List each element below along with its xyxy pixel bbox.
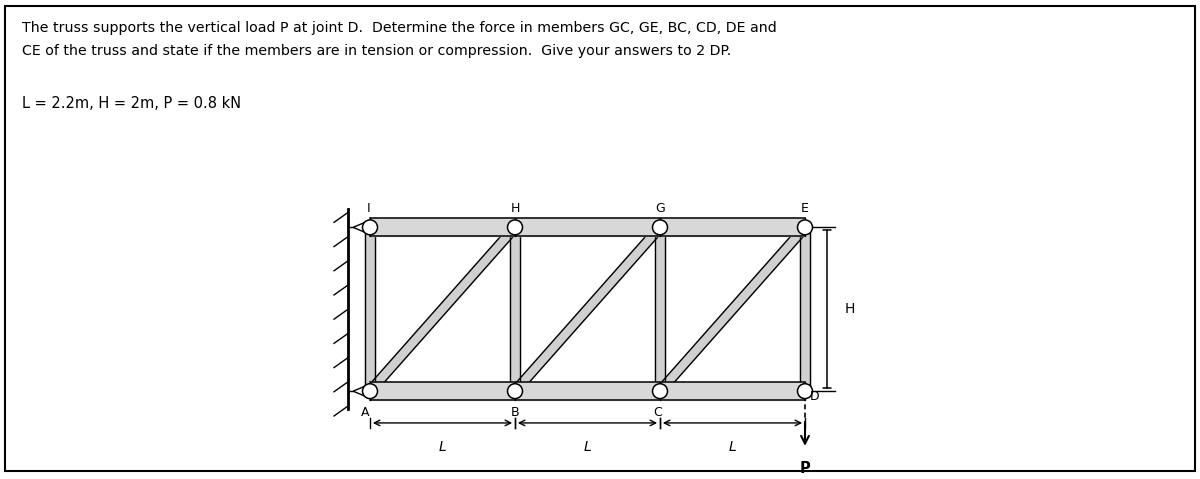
- Polygon shape: [370, 382, 805, 400]
- Polygon shape: [800, 228, 810, 391]
- Polygon shape: [353, 384, 370, 398]
- Circle shape: [508, 220, 522, 235]
- Text: H: H: [845, 302, 856, 316]
- Text: L: L: [728, 440, 737, 454]
- Polygon shape: [353, 220, 370, 234]
- Text: E: E: [802, 202, 809, 215]
- Circle shape: [508, 384, 522, 399]
- Text: I: I: [367, 202, 371, 215]
- Circle shape: [362, 384, 378, 399]
- Circle shape: [653, 220, 667, 235]
- Text: P: P: [799, 461, 810, 476]
- Text: D: D: [810, 389, 820, 403]
- Text: L: L: [583, 440, 592, 454]
- Text: A: A: [361, 406, 370, 419]
- Circle shape: [798, 384, 812, 399]
- Polygon shape: [510, 228, 520, 391]
- Circle shape: [653, 384, 667, 399]
- Polygon shape: [655, 228, 665, 391]
- Text: The truss supports the vertical load P at joint D.  Determine the force in membe: The truss supports the vertical load P a…: [22, 21, 776, 35]
- Text: CE of the truss and state if the members are in tension or compression.  Give yo: CE of the truss and state if the members…: [22, 44, 731, 57]
- Text: C: C: [654, 406, 662, 419]
- Circle shape: [362, 220, 378, 235]
- Text: L = 2.2m, H = 2m, P = 0.8 kN: L = 2.2m, H = 2m, P = 0.8 kN: [22, 96, 241, 111]
- Text: H: H: [510, 202, 520, 215]
- Polygon shape: [365, 228, 374, 391]
- Polygon shape: [366, 224, 518, 394]
- Circle shape: [798, 220, 812, 235]
- Polygon shape: [656, 224, 809, 394]
- Polygon shape: [370, 218, 805, 236]
- Text: L: L: [439, 440, 446, 454]
- Polygon shape: [511, 224, 664, 394]
- FancyBboxPatch shape: [5, 6, 1195, 470]
- Text: G: G: [655, 202, 665, 215]
- Text: B: B: [511, 406, 520, 419]
